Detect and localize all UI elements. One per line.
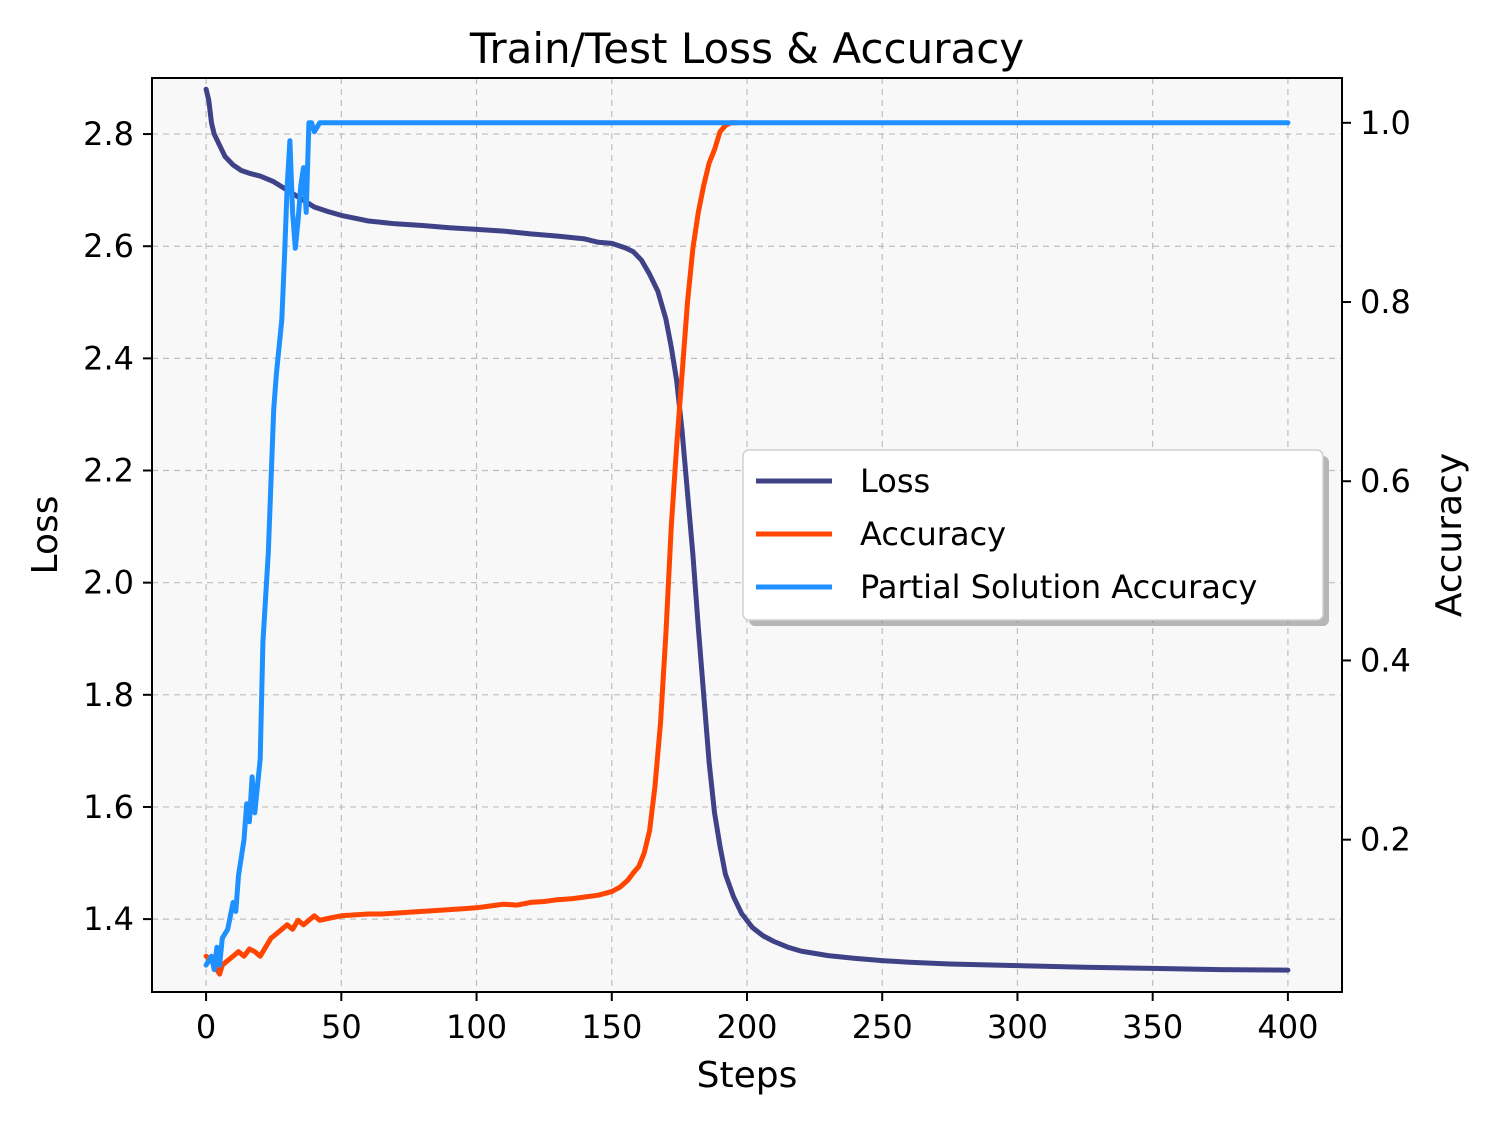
axis-ticks: 0 50 100 150 200 250 300 350 400 1.4 1.6 1.8 2.0 2.2 2… xyxy=(83,104,1411,1046)
legend-label-loss: Loss xyxy=(860,462,930,500)
legend-label-partial-solution-accuracy: Partial Solution Accuracy xyxy=(860,568,1257,606)
x-tick-label: 300 xyxy=(987,1008,1048,1046)
y-right-tick-label: 0.2 xyxy=(1360,821,1411,859)
y-right-tick-label: 1.0 xyxy=(1360,104,1411,142)
legend-label-accuracy: Accuracy xyxy=(860,515,1006,553)
x-tick-label: 0 xyxy=(196,1008,216,1046)
y-left-tick-label: 1.6 xyxy=(83,788,134,826)
series-line-partial-solution-accuracy xyxy=(203,120,1291,973)
series-line-loss xyxy=(203,86,1291,973)
y-left-tick-label: 2.8 xyxy=(83,115,134,153)
legend: Loss Accuracy Partial Solution Accuracy xyxy=(742,449,1329,626)
x-axis-label: Steps xyxy=(697,1055,798,1096)
y-left-tick-label: 2.2 xyxy=(83,452,134,490)
y-left-tick-label: 1.8 xyxy=(83,676,134,714)
y-right-tick-label: 0.4 xyxy=(1360,641,1411,679)
y-left-tick-label: 1.4 xyxy=(83,900,134,938)
y-left-tick-label: 2.4 xyxy=(83,339,134,377)
series-lines xyxy=(203,86,1291,977)
series-line-accuracy xyxy=(203,120,739,977)
x-tick-label: 150 xyxy=(581,1008,642,1046)
x-tick-label: 50 xyxy=(321,1008,362,1046)
x-tick-label: 100 xyxy=(446,1008,507,1046)
x-tick-label: 400 xyxy=(1257,1008,1318,1046)
y-axis-label-left: Loss xyxy=(25,496,66,575)
x-tick-label: 350 xyxy=(1122,1008,1183,1046)
x-tick-label: 250 xyxy=(852,1008,913,1046)
legend-box xyxy=(742,449,1324,621)
x-tick-label: 200 xyxy=(716,1008,777,1046)
chart-title: Train/Test Loss & Accuracy xyxy=(469,24,1024,73)
y-left-tick-label: 2.0 xyxy=(83,564,134,602)
y-right-tick-label: 0.6 xyxy=(1360,462,1411,500)
y-right-tick-label: 0.8 xyxy=(1360,283,1411,321)
y-axis-label-right: Accuracy xyxy=(1429,453,1470,617)
y-left-tick-label: 2.6 xyxy=(83,227,134,265)
